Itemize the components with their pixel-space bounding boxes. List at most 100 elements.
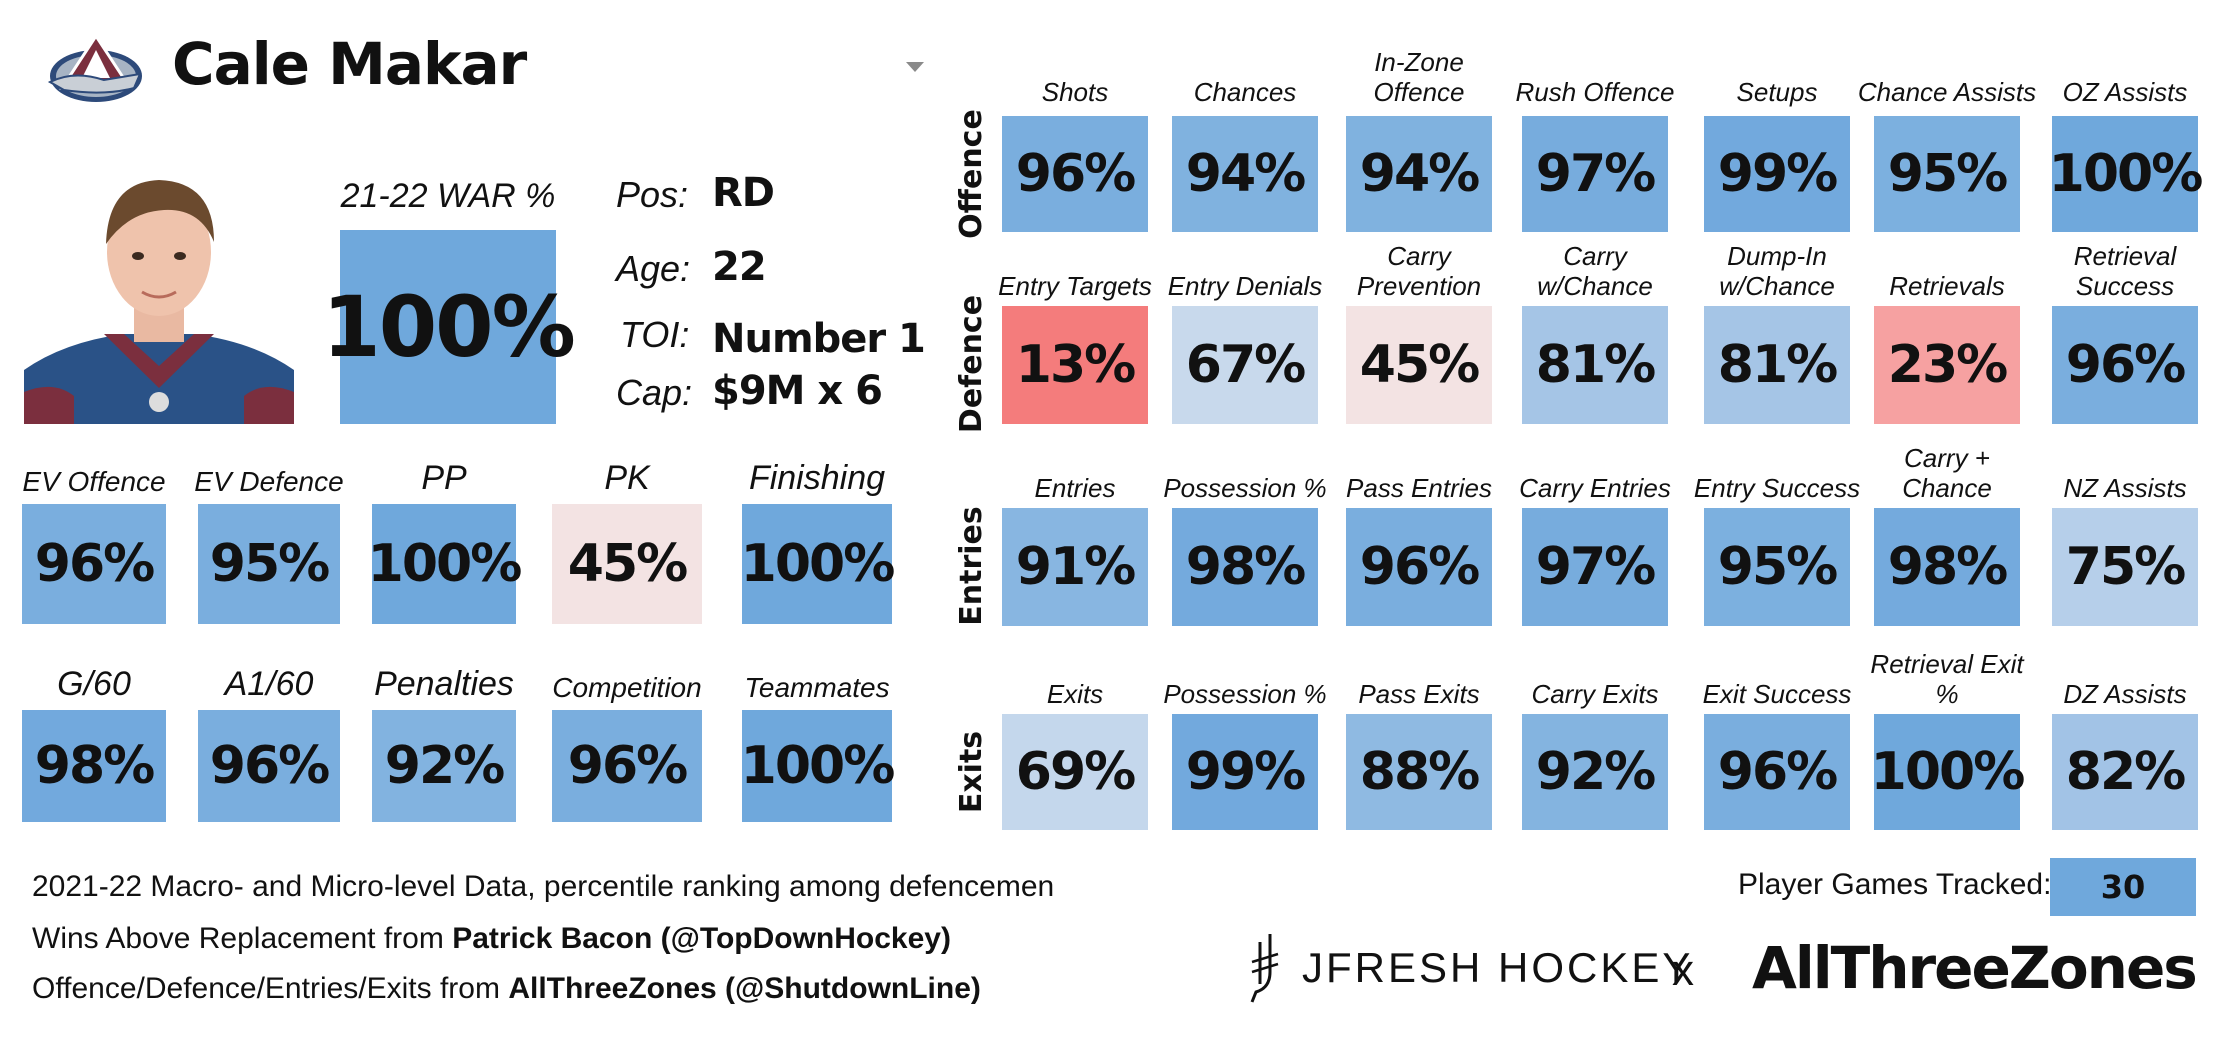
- right-stat-label: Exit Success: [1702, 679, 1852, 710]
- left-stat-label: EV Offence: [22, 465, 166, 497]
- left-stat-tile: 100%: [741, 710, 895, 822]
- left-stat-tile: 100%: [741, 504, 895, 624]
- right-stat-label: Retrieval Success: [2073, 241, 2177, 302]
- info-pos-value: RD: [712, 170, 775, 216]
- footer-line-2-prefix: Wins Above Replacement from: [32, 922, 453, 955]
- right-stat-label: NZ Assists: [2063, 473, 2187, 504]
- games-tracked-label: Player Games Tracked:: [1738, 868, 2052, 901]
- war-label: 21-22 WAR %: [340, 176, 556, 215]
- right-stat-label: In-Zone Offence: [1373, 47, 1465, 108]
- right-stat-label: Entry Success: [1693, 473, 1861, 504]
- right-stat-tile: 95%: [1704, 508, 1850, 626]
- right-stat-tile: 96%: [1002, 116, 1148, 232]
- left-stat-tile: 98%: [22, 710, 166, 822]
- left-stat-tile: 96%: [552, 710, 702, 822]
- right-stat-tile: 99%: [1172, 714, 1318, 830]
- right-stat-label: Pass Exits: [1358, 679, 1480, 710]
- right-stat-label: Setups: [1736, 77, 1818, 108]
- left-stat-label: G/60: [57, 664, 131, 703]
- info-toi-key: TOI:: [620, 314, 690, 355]
- brand-separator: x: [1672, 946, 1694, 995]
- footer-line-3-prefix: Offence/Defence/Entries/Exits from: [32, 972, 509, 1005]
- info-pos-key: Pos:: [616, 174, 689, 215]
- left-stat-tile: 96%: [22, 504, 166, 624]
- info-age-value: 22: [712, 244, 767, 290]
- right-stat-tile: 99%: [1704, 116, 1850, 232]
- player-dropdown-caret-icon[interactable]: [906, 62, 924, 72]
- right-stat-tile: 100%: [1871, 714, 2025, 830]
- left-stat-label: PP: [421, 458, 467, 497]
- right-stat-tile: 98%: [1874, 508, 2020, 626]
- jfresh-brand: JFRESH HOCKEY: [1302, 944, 1694, 991]
- left-stat-tile: 100%: [368, 504, 522, 624]
- right-stat-tile: 81%: [1704, 306, 1850, 424]
- footer-line-3: Offence/Defence/Entries/Exits from AllTh…: [32, 972, 981, 1006]
- right-stat-label: Shots: [1041, 77, 1109, 108]
- left-stat-label: Teammates: [744, 671, 890, 703]
- right-stat-tile: 13%: [1002, 306, 1148, 424]
- right-stat-label: Carry Prevention: [1356, 241, 1482, 302]
- right-stat-label: Carry Exits: [1531, 679, 1659, 710]
- right-stat-label: Possession %: [1163, 473, 1327, 504]
- left-stat-label: PK: [604, 458, 650, 497]
- right-stat-tile: 95%: [1874, 116, 2020, 232]
- right-stat-label: OZ Assists: [2062, 77, 2188, 108]
- right-stat-tile: 98%: [1172, 508, 1318, 626]
- right-stat-tile: 69%: [1002, 714, 1148, 830]
- player-name: Cale Makar: [172, 30, 527, 98]
- right-stat-tile: 88%: [1346, 714, 1492, 830]
- left-stat-label: EV Defence: [194, 465, 344, 497]
- right-stat-label: Entry Targets: [998, 271, 1152, 302]
- left-stat-tile: 95%: [198, 504, 340, 624]
- jfresh-logo-icon: [1248, 932, 1282, 1004]
- right-stat-tile: 67%: [1172, 306, 1318, 424]
- right-stat-label: Dump-In w/Chance: [1719, 241, 1835, 302]
- right-stat-tile: 45%: [1346, 306, 1492, 424]
- right-stat-tile: 91%: [1002, 508, 1148, 626]
- right-stat-tile: 97%: [1522, 508, 1668, 626]
- right-stat-label: DZ Assists: [2063, 679, 2187, 710]
- left-stat-tile: 96%: [198, 710, 340, 822]
- info-toi-value: Number 1: [712, 316, 926, 362]
- right-stat-tile: 94%: [1172, 116, 1318, 232]
- footer-line-2-bold: Patrick Bacon (@TopDownHockey): [452, 922, 951, 955]
- right-stat-label: Pass Entries: [1346, 473, 1492, 504]
- team-logo: [44, 30, 146, 108]
- right-stat-label: Chance Assists: [1857, 77, 2037, 108]
- info-cap-value: $9M x 6: [712, 368, 883, 414]
- right-stat-label: Entries: [1034, 473, 1116, 504]
- right-stat-label: Carry w/Chance: [1537, 241, 1653, 302]
- allthreezones-brand: AllThreeZones: [1752, 934, 2198, 1002]
- right-stat-label: Exits: [1046, 679, 1104, 710]
- left-stat-tile: 45%: [552, 504, 702, 624]
- right-stat-label: Rush Offence: [1515, 77, 1675, 108]
- right-stat-label: Possession %: [1163, 679, 1327, 710]
- player-photo: [24, 152, 294, 424]
- right-stat-tile: 96%: [2052, 306, 2198, 424]
- footer-line-1: 2021-22 Macro- and Micro-level Data, per…: [32, 870, 1055, 903]
- footer-line-3-bold: AllThreeZones (@ShutdownLine): [508, 972, 981, 1005]
- info-age-key: Age:: [616, 248, 691, 289]
- right-stat-tile: 92%: [1522, 714, 1668, 830]
- footer-line-2: Wins Above Replacement from Patrick Baco…: [32, 922, 951, 956]
- right-stat-label: Chances: [1193, 77, 1297, 108]
- left-stat-label: Penalties: [374, 664, 514, 703]
- right-stat-tile: 94%: [1346, 116, 1492, 232]
- right-stat-tile: 82%: [2052, 714, 2198, 830]
- left-stat-tile: 92%: [372, 710, 516, 822]
- right-stat-label: Retrieval Exit %: [1870, 649, 2024, 710]
- right-stat-tile: 96%: [1704, 714, 1850, 830]
- right-stat-tile: 100%: [2049, 116, 2203, 232]
- left-stat-label: Competition: [552, 671, 702, 703]
- war-value-tile: 100%: [322, 230, 576, 424]
- left-stat-label: A1/60: [224, 664, 314, 703]
- right-stat-tile: 81%: [1522, 306, 1668, 424]
- right-stat-tile: 75%: [2052, 508, 2198, 626]
- right-stat-label: Carry Entries: [1519, 473, 1671, 504]
- info-cap-key: Cap:: [616, 372, 693, 413]
- right-stat-tile: 23%: [1874, 306, 2020, 424]
- right-stat-label: Entry Denials: [1167, 271, 1323, 302]
- right-stat-label: Carry + Chance: [1902, 443, 1992, 504]
- right-stat-label: Retrievals: [1889, 271, 2005, 302]
- right-stat-tile: 97%: [1522, 116, 1668, 232]
